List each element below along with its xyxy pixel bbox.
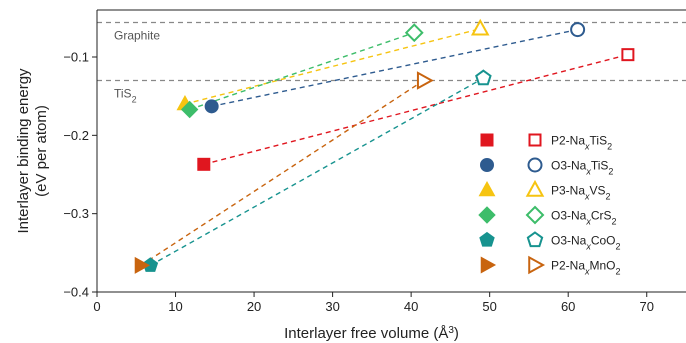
x-tick-label: 10	[168, 299, 182, 314]
reference-label: TiS2	[114, 87, 137, 105]
data-point-filled	[197, 157, 211, 171]
x-axis-label: Interlayer free volume (Å3)	[284, 325, 459, 343]
x-tick-label: 40	[404, 299, 418, 314]
legend-marker-filled	[478, 206, 496, 224]
x-tick-label: 30	[325, 299, 339, 314]
data-point-open	[475, 69, 492, 86]
legend-label: O3-NaxCrS2	[551, 209, 617, 227]
legend-marker-filled	[478, 180, 496, 197]
data-point-open	[621, 48, 635, 62]
y-tick-label: −0.4	[63, 285, 89, 300]
legend-label: P2-NaxTiS2	[551, 134, 612, 152]
series-dashed-line	[184, 28, 481, 105]
x-tick-label: 60	[561, 299, 575, 314]
series-dashed-line	[189, 32, 415, 111]
data-point-filled	[134, 256, 151, 274]
legend-marker-open	[525, 205, 545, 225]
legend-marker-filled	[480, 158, 494, 172]
reference-label: Graphite	[114, 29, 160, 43]
legend-marker-open	[526, 231, 544, 248]
legend-label: O3-NaxTiS2	[551, 159, 613, 177]
reference-lines: Graphite TiS2	[97, 21, 686, 105]
data-point-filled	[180, 100, 199, 119]
legend-marker-filled	[479, 231, 495, 247]
series-dashed-line	[140, 79, 425, 266]
series-dashed-line	[211, 28, 578, 108]
series-lines	[140, 28, 629, 266]
data-point-open	[570, 22, 586, 38]
legend-marker-open	[525, 179, 545, 197]
x-tick-label: 20	[247, 299, 261, 314]
data-point-open	[470, 18, 490, 36]
x-tick-label: 70	[639, 299, 653, 314]
x-tick-label: 50	[482, 299, 496, 314]
legend-marker-filled	[480, 256, 497, 274]
data-point-filled	[204, 99, 219, 114]
y-tick-label: −0.1	[63, 50, 89, 65]
y-tick-label: −0.2	[63, 128, 89, 143]
axes: 0 10 20 30 40 50 60 70 −0.4 −0.3 −0.2 −0.1	[63, 9, 686, 314]
x-tick-label: 0	[93, 299, 100, 314]
data-markers	[134, 18, 635, 274]
series-dashed-line	[203, 53, 629, 165]
legend-marker-open	[528, 255, 546, 275]
y-tick-label: −0.3	[63, 206, 89, 221]
legend-label: P2-NaxMnO2	[551, 259, 621, 277]
legend-label: O3-NaxCoO2	[551, 234, 621, 252]
series-dashed-line	[150, 77, 484, 266]
legend: P2-NaxTiS2 O3-NaxTiS2 P3-NaxVS2 O3-NaxCrS2 O…	[478, 133, 621, 277]
data-point-filled	[142, 257, 159, 272]
data-point-open	[404, 23, 424, 43]
legend-marker-filled	[480, 133, 494, 147]
y-axis-label: Interlayer binding energy(eV per atom)	[15, 68, 50, 234]
data-point-open	[416, 71, 434, 90]
legend-marker-open	[528, 133, 542, 147]
legend-marker-open	[527, 157, 543, 173]
legend-label: P3-NaxVS2	[551, 184, 611, 202]
